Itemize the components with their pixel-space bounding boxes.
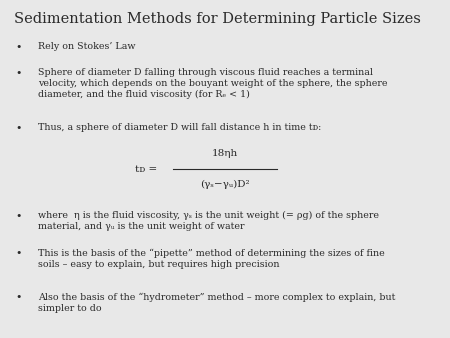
Text: •: • (16, 123, 22, 134)
Text: •: • (16, 248, 22, 259)
Text: tᴅ =: tᴅ = (135, 165, 157, 173)
Text: Sphere of diameter D falling through viscous fluid reaches a terminal
velocity, : Sphere of diameter D falling through vis… (38, 68, 388, 99)
Text: where  η is the fluid viscosity, γₛ is the unit weight (= ρg) of the sphere
mate: where η is the fluid viscosity, γₛ is th… (38, 211, 379, 232)
Text: Also the basis of the “hydrometer” method – more complex to explain, but
simpler: Also the basis of the “hydrometer” metho… (38, 292, 396, 313)
Text: •: • (16, 292, 22, 303)
Text: •: • (16, 42, 22, 52)
Text: Thus, a sphere of diameter D will fall distance h in time tᴅ:: Thus, a sphere of diameter D will fall d… (38, 123, 322, 132)
Text: Sedimentation Methods for Determining Particle Sizes: Sedimentation Methods for Determining Pa… (14, 12, 420, 26)
Text: 18ηh: 18ηh (212, 149, 238, 158)
Text: •: • (16, 68, 22, 78)
Text: This is the basis of the “pipette” method of determining the sizes of fine
soils: This is the basis of the “pipette” metho… (38, 248, 385, 269)
Text: (γₛ−γᵤ)D²: (γₛ−γᵤ)D² (200, 180, 250, 189)
Text: Rely on Stokes’ Law: Rely on Stokes’ Law (38, 42, 136, 51)
Text: •: • (16, 211, 22, 221)
